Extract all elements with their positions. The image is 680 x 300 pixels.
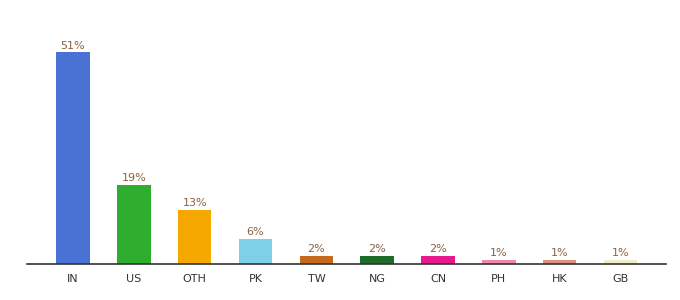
Bar <box>604 260 637 264</box>
Text: 13%: 13% <box>182 198 207 208</box>
Text: 1%: 1% <box>612 248 630 258</box>
Bar <box>543 260 577 264</box>
Text: 19%: 19% <box>122 173 146 184</box>
Text: 1%: 1% <box>490 248 508 258</box>
Bar <box>360 256 394 264</box>
Text: 2%: 2% <box>307 244 325 254</box>
Bar <box>178 210 211 264</box>
Bar <box>482 260 515 264</box>
Text: 6%: 6% <box>247 227 265 237</box>
Bar <box>239 239 272 264</box>
Text: 51%: 51% <box>61 41 85 51</box>
Bar <box>300 256 333 264</box>
Text: 2%: 2% <box>369 244 386 254</box>
Text: 1%: 1% <box>551 248 568 258</box>
Bar <box>117 185 150 264</box>
Bar <box>56 52 90 264</box>
Bar <box>422 256 455 264</box>
Text: 2%: 2% <box>429 244 447 254</box>
